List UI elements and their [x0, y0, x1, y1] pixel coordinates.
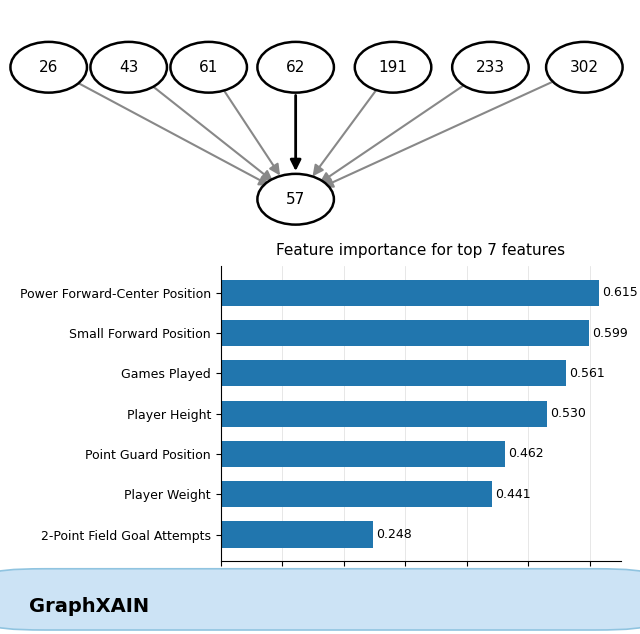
Bar: [221, 481, 492, 507]
Bar: [221, 522, 373, 548]
Text: 43: 43: [119, 60, 138, 75]
Text: 0.441: 0.441: [495, 488, 531, 501]
Text: 26: 26: [39, 60, 58, 75]
Text: GraphXAIN: GraphXAIN: [29, 597, 149, 616]
Text: 0.462: 0.462: [508, 448, 544, 460]
Text: 233: 233: [476, 60, 505, 75]
Text: 0.615: 0.615: [602, 287, 638, 299]
Text: 191: 191: [378, 60, 408, 75]
Ellipse shape: [452, 42, 529, 93]
Bar: [221, 360, 566, 387]
FancyBboxPatch shape: [0, 569, 640, 630]
Ellipse shape: [355, 42, 431, 93]
Text: 62: 62: [286, 60, 305, 75]
Bar: [221, 401, 547, 427]
Bar: [221, 320, 589, 346]
Text: 61: 61: [199, 60, 218, 75]
Bar: [221, 441, 505, 467]
Ellipse shape: [170, 42, 247, 93]
Title: Feature importance for top 7 features: Feature importance for top 7 features: [276, 243, 565, 258]
Ellipse shape: [257, 174, 334, 224]
Text: 0.561: 0.561: [569, 367, 605, 380]
Bar: [221, 280, 599, 306]
Ellipse shape: [10, 42, 87, 93]
Text: 0.599: 0.599: [593, 327, 628, 340]
Ellipse shape: [257, 42, 334, 93]
Text: 0.248: 0.248: [376, 528, 412, 541]
Ellipse shape: [546, 42, 623, 93]
Text: 0.530: 0.530: [550, 407, 586, 420]
Text: 57: 57: [286, 191, 305, 207]
X-axis label: Feature Importance: Feature Importance: [353, 590, 489, 604]
Ellipse shape: [90, 42, 167, 93]
Text: 302: 302: [570, 60, 599, 75]
